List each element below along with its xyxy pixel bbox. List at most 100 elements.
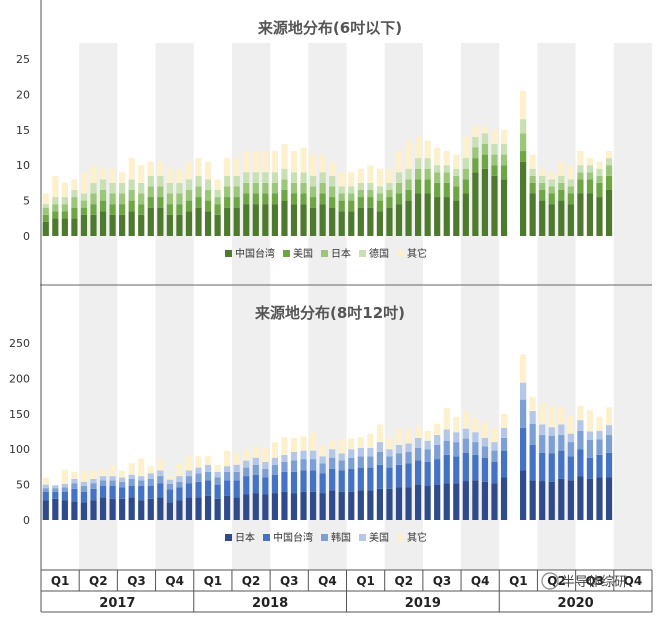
bar-segment	[424, 461, 431, 487]
bar-segment	[157, 161, 164, 176]
bar-segment	[224, 466, 231, 472]
legend-swatch	[397, 534, 404, 541]
bar-segment	[395, 193, 403, 205]
bar-segment	[539, 424, 546, 436]
bar-segment	[520, 470, 527, 520]
bar-segment	[281, 143, 288, 169]
bar-segment	[109, 486, 116, 499]
bar-segment	[119, 204, 126, 215]
bar-segment	[214, 189, 221, 198]
bar-segment	[71, 207, 78, 219]
bar-segment	[262, 461, 269, 470]
bar-segment	[252, 182, 259, 194]
bar-segment	[481, 143, 489, 155]
bar-segment	[147, 186, 154, 198]
bar-segment	[367, 207, 374, 236]
bar-segment	[577, 179, 584, 194]
quarter-label: Q1	[356, 574, 375, 588]
bar-segment	[329, 440, 336, 450]
bar-segment	[185, 189, 193, 201]
bar-segment	[42, 500, 49, 520]
bar-segment	[395, 151, 403, 173]
bar-segment	[300, 470, 307, 492]
bar-segment	[319, 204, 326, 236]
quarter-bands	[79, 43, 652, 570]
bar-segment	[434, 197, 441, 236]
bar-segment	[415, 179, 422, 194]
bar-segment	[558, 175, 565, 183]
bar-segment	[586, 179, 594, 194]
bar-segment	[147, 197, 154, 208]
bar-segment	[357, 456, 364, 468]
bar-segment	[539, 481, 546, 520]
bar-segment	[415, 437, 422, 448]
bar-segment	[567, 204, 574, 236]
bar-segment	[567, 480, 574, 520]
bar-segment	[548, 435, 555, 454]
bar-segment	[252, 447, 259, 458]
bar-segment	[405, 452, 412, 464]
bar-segment	[548, 193, 555, 205]
bar-segment	[300, 450, 307, 460]
bar-segment	[243, 151, 250, 173]
bar-segment	[357, 168, 364, 183]
bar-segment	[472, 172, 479, 236]
bar-segment	[99, 179, 107, 190]
bar-segment	[462, 410, 469, 429]
bar-segment	[281, 168, 288, 180]
bar-segment	[271, 464, 278, 475]
bar-segment	[357, 490, 364, 520]
bar-segment	[128, 474, 135, 479]
bar-segment	[376, 211, 384, 236]
bar-segment	[119, 481, 126, 488]
bar-segment	[491, 442, 498, 451]
legend-label: 其它	[407, 247, 427, 260]
legend-swatch	[359, 250, 366, 257]
bar-segment	[443, 182, 450, 198]
bar-segment	[300, 193, 307, 205]
bar-segment	[290, 193, 298, 205]
bar-segment	[329, 469, 336, 491]
legend-swatch	[283, 250, 290, 257]
chart-bottom-bars	[42, 354, 613, 520]
bar-segment	[252, 464, 259, 475]
bar-segment	[204, 200, 212, 212]
bar-segment	[443, 165, 450, 173]
bar-segment	[99, 469, 107, 477]
bar-segment	[71, 179, 78, 190]
bar-segment	[415, 193, 422, 236]
bar-segment	[157, 459, 164, 471]
bar-segment	[138, 486, 145, 501]
bar-segment	[61, 182, 68, 198]
watermark: 半导体综研	[541, 572, 627, 590]
bar-segment	[338, 453, 345, 461]
bar-segment	[605, 151, 613, 159]
bar-segment	[605, 189, 613, 236]
bar-segment	[491, 175, 498, 236]
bar-segment	[453, 483, 460, 520]
bar-segment	[42, 207, 49, 215]
chart-bottom: 来源地分布(8吋12吋) 0 50 100 150 200 250 日本 中国台湾 韩国 美国 其…	[9, 304, 613, 544]
bar-segment	[52, 211, 59, 219]
bar-segment	[434, 182, 441, 198]
bar-segment	[424, 440, 431, 450]
bar-segment	[176, 476, 183, 482]
bar-segment	[309, 207, 317, 236]
bar-segment	[185, 483, 193, 498]
quarter-label: Q3	[127, 574, 146, 588]
bar-segment	[586, 158, 594, 166]
bar-segment	[424, 179, 431, 194]
bar-segment	[558, 424, 565, 436]
bar-segment	[500, 427, 508, 438]
bar-segment	[348, 491, 355, 520]
bar-segment	[42, 221, 49, 236]
bar-segment	[233, 186, 240, 198]
bar-segment	[185, 497, 193, 520]
bar-segment	[80, 214, 88, 236]
bar-segment	[262, 477, 269, 495]
bar-segment	[434, 172, 441, 183]
bar-segment	[80, 471, 88, 482]
bar-segment	[128, 478, 135, 487]
bar-segment	[281, 461, 288, 472]
bar-segment	[376, 186, 384, 194]
